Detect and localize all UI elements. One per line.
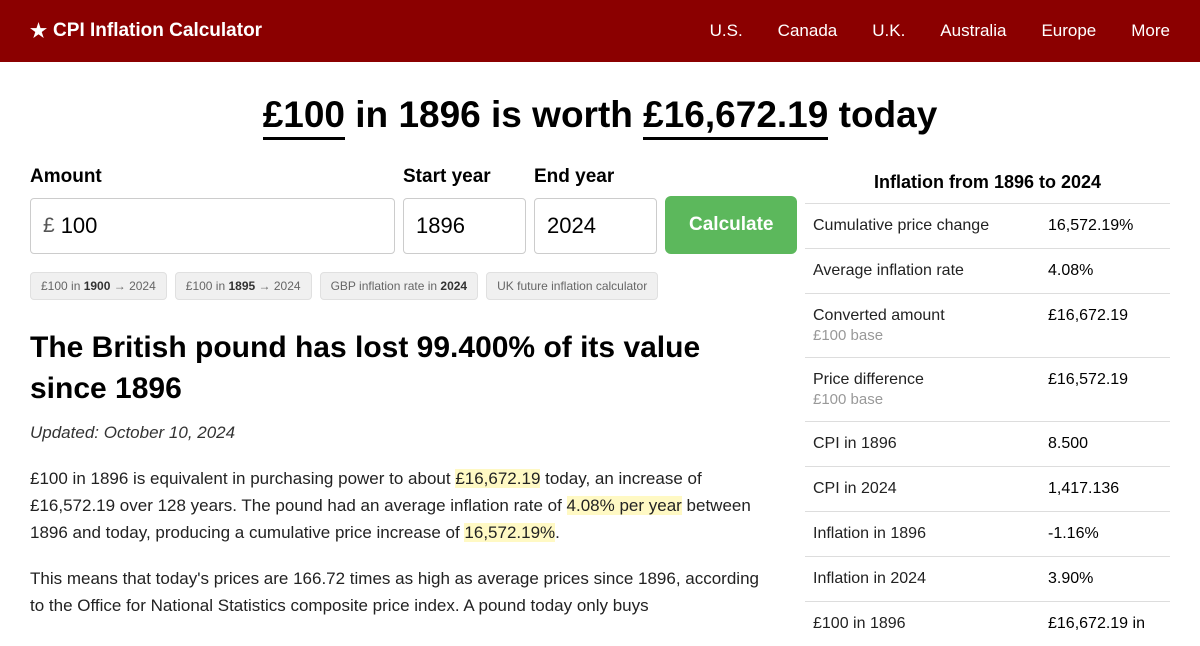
amount-input[interactable]: £ 100 [30, 198, 395, 254]
table-row: Converted amount£100 base£16,672.19 [805, 294, 1170, 358]
row-value: £16,572.19 [1040, 358, 1170, 422]
row-value: 1,417.136 [1040, 467, 1170, 512]
nav-link-canada[interactable]: Canada [778, 21, 838, 41]
paragraph-2: This means that today's prices are 166.7… [30, 565, 770, 619]
table-row: Cumulative price change16,572.19% [805, 204, 1170, 249]
amount-label: Amount [30, 166, 395, 188]
nav-link-uk[interactable]: U.K. [872, 21, 905, 41]
row-value: £16,672.19 [1040, 294, 1170, 358]
headline-amount: £100 [263, 94, 345, 140]
brand[interactable]: ★ CPI Inflation Calculator [30, 20, 262, 43]
page-headline: £100 in 1896 is worth £16,672.19 today [0, 94, 1200, 136]
end-year-input[interactable]: 2024 [534, 198, 657, 254]
start-year-input[interactable]: 1896 [403, 198, 526, 254]
brand-text: CPI Inflation Calculator [53, 20, 262, 42]
nav-link-more[interactable]: More [1131, 21, 1170, 41]
nav-link-australia[interactable]: Australia [940, 21, 1006, 41]
row-label: Inflation in 1896 [805, 512, 1040, 557]
row-label: Average inflation rate [805, 249, 1040, 294]
row-label: £100 in 1896 [805, 602, 1040, 646]
chip-future[interactable]: UK future inflation calculator [486, 272, 658, 300]
amount-value: 100 [61, 213, 98, 239]
sidebar-title: Inflation from 1896 to 2024 [805, 166, 1170, 203]
article-title: The British pound has lost 99.400% of it… [30, 328, 770, 409]
nav-link-europe[interactable]: Europe [1041, 21, 1096, 41]
row-value: 16,572.19% [1040, 204, 1170, 249]
row-label: Inflation in 2024 [805, 557, 1040, 602]
table-row: Price difference£100 base£16,572.19 [805, 358, 1170, 422]
row-value: 4.08% [1040, 249, 1170, 294]
nav-link-us[interactable]: U.S. [710, 21, 743, 41]
start-year-label: Start year [403, 166, 526, 188]
table-row: Inflation in 1896-1.16% [805, 512, 1170, 557]
suggestion-chips: £100 in 1900 → 2024 £100 in 1895 → 2024 … [30, 272, 770, 300]
table-row: CPI in 18968.500 [805, 422, 1170, 467]
row-value: 8.500 [1040, 422, 1170, 467]
chip-gbp-rate[interactable]: GBP inflation rate in 2024 [320, 272, 479, 300]
row-label: CPI in 1896 [805, 422, 1040, 467]
row-label: Converted amount£100 base [805, 294, 1040, 358]
nav-links: U.S. Canada U.K. Australia Europe More [710, 21, 1170, 41]
table-row: £100 in 1896£16,672.19 in [805, 602, 1170, 646]
chip-1895[interactable]: £100 in 1895 → 2024 [175, 272, 312, 300]
row-value: -1.16% [1040, 512, 1170, 557]
navbar: ★ CPI Inflation Calculator U.S. Canada U… [0, 0, 1200, 62]
paragraph-1: £100 in 1896 is equivalent in purchasing… [30, 465, 770, 547]
updated-date: Updated: October 10, 2024 [30, 423, 770, 443]
table-row: Average inflation rate4.08% [805, 249, 1170, 294]
calculate-button[interactable]: Calculate [665, 196, 797, 254]
star-icon: ★ [30, 20, 47, 43]
row-label: CPI in 2024 [805, 467, 1040, 512]
chip-1900[interactable]: £100 in 1900 → 2024 [30, 272, 167, 300]
calculator-form: Amount £ 100 Start year 1896 End year 20… [30, 166, 770, 254]
sidebar: Inflation from 1896 to 2024 Cumulative p… [805, 166, 1170, 646]
table-row: CPI in 20241,417.136 [805, 467, 1170, 512]
row-label: Price difference£100 base [805, 358, 1040, 422]
row-label: Cumulative price change [805, 204, 1040, 249]
inflation-summary-table: Cumulative price change16,572.19%Average… [805, 203, 1170, 646]
row-value: £16,672.19 in [1040, 602, 1170, 646]
end-year-label: End year [534, 166, 657, 188]
currency-symbol: £ [43, 214, 55, 238]
row-value: 3.90% [1040, 557, 1170, 602]
headline-result: £16,672.19 [643, 94, 828, 140]
table-row: Inflation in 20243.90% [805, 557, 1170, 602]
